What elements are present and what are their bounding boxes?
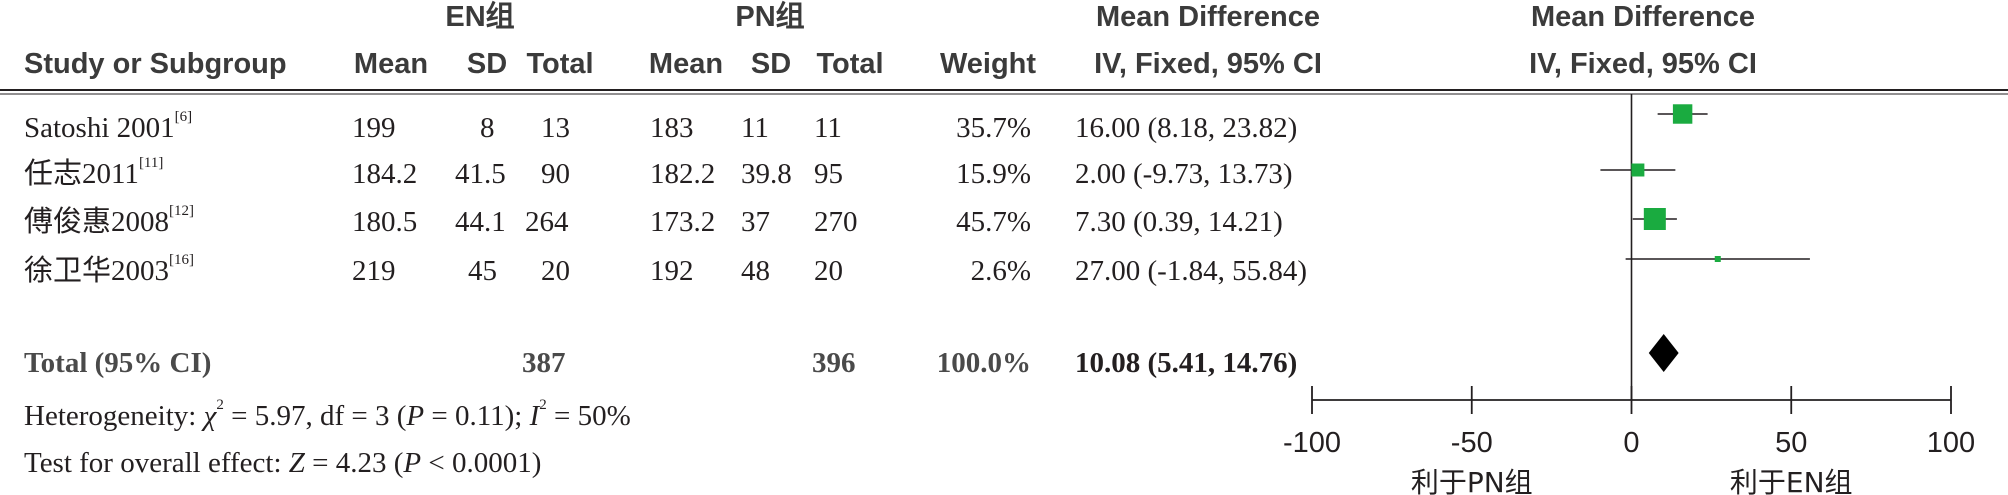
ci-value: 2.00 (-9.73, 13.73) — [1075, 158, 1293, 190]
weight-value: 45.7% — [956, 206, 1031, 238]
pn-mean-value: 192 — [650, 255, 694, 287]
weight-value: 35.7% — [956, 112, 1031, 144]
md-title-table: Mean Difference — [1095, 1, 1321, 33]
ci-value: 16.00 (8.18, 23.82) — [1075, 112, 1298, 144]
en-sd-value: 44.1 — [455, 206, 506, 238]
pn-mean-value: 173.2 — [650, 206, 716, 238]
pooled-diamond — [1648, 334, 1679, 372]
x-tick-label: 0 — [1623, 427, 1639, 459]
total-pn-count: 396 — [812, 347, 856, 379]
pn-total-header: Total — [816, 48, 884, 80]
ci-header: IV, Fixed, 95% CI — [1094, 48, 1322, 80]
total-weight: 100.0% — [936, 347, 1031, 379]
study-reference: [11] — [138, 155, 164, 171]
total-label: Total (95% CI) — [24, 347, 212, 379]
en-mean-value: 180.5 — [352, 206, 418, 238]
ci-value: 27.00 (-1.84, 55.84) — [1075, 255, 1307, 287]
weight-value: 15.9% — [956, 158, 1031, 190]
study-name: 任志2011[11] — [24, 155, 164, 190]
pn-sd-value: 48 — [741, 255, 770, 287]
en-sd-header: SD — [466, 48, 508, 80]
plot-ci-header: IV, Fixed, 95% CI — [1529, 48, 1757, 80]
study-reference: [12] — [169, 203, 195, 219]
en-sd-value: 8 — [480, 112, 495, 144]
en-mean-value: 199 — [352, 112, 396, 144]
pn-mean-value: 183 — [650, 112, 694, 144]
en-mean-value: 219 — [352, 255, 396, 287]
study-name: 徐卫华2003[16] — [24, 252, 195, 287]
favours-pn-label: 利于PN组 — [1411, 466, 1533, 495]
x-tick-label: -50 — [1451, 427, 1493, 459]
x-tick-label: -100 — [1283, 427, 1341, 459]
total-en-count: 387 — [522, 347, 566, 379]
en-total-value: 13 — [541, 112, 570, 144]
en-mean-value: 184.2 — [352, 158, 418, 190]
overall-effect-text: Test for overall effect: Z = 4.23 (P < 0… — [24, 447, 542, 479]
x-tick-label: 50 — [1775, 427, 1807, 459]
pn-sd-value: 11 — [741, 112, 769, 144]
ci-value: 7.30 (0.39, 14.21) — [1075, 206, 1283, 238]
study-effect-square — [1672, 104, 1693, 124]
pn-mean-header: Mean — [648, 48, 724, 80]
pn-total-value: 11 — [814, 112, 842, 144]
pn-sd-value: 37 — [741, 206, 770, 238]
md-title-plot: Mean Difference — [1530, 1, 1756, 33]
weight-value: 2.6% — [970, 255, 1031, 287]
en-total-value: 90 — [541, 158, 570, 190]
total-ci: 10.08 (5.41, 14.76) — [1075, 347, 1298, 379]
en-mean-header: Mean — [353, 48, 429, 80]
pn-mean-value: 182.2 — [650, 158, 716, 190]
weight-header: Weight — [939, 48, 1037, 80]
pn-sd-value: 39.8 — [741, 158, 792, 190]
en-total-header: Total — [526, 48, 594, 80]
pn-sd-header: SD — [750, 48, 792, 80]
heterogeneity-text: Heterogeneity: χ2 = 5.97, df = 3 (P = 0.… — [24, 397, 631, 432]
en-sd-value: 41.5 — [455, 158, 506, 190]
x-tick-label: 100 — [1927, 427, 1975, 459]
study-column-header: Study or Subgroup — [24, 48, 287, 80]
pn-group-header: PN组 — [735, 1, 805, 33]
pn-total-value: 270 — [814, 206, 858, 238]
study-reference: [16] — [169, 252, 195, 268]
study-name: Satoshi 2001[6] — [24, 109, 193, 144]
en-total-value: 20 — [541, 255, 570, 287]
en-group-header: EN组 — [445, 1, 515, 33]
pn-total-value: 20 — [814, 255, 843, 287]
study-effect-square — [1631, 163, 1645, 177]
study-name: 傅俊惠2008[12] — [24, 203, 195, 238]
pn-total-value: 95 — [814, 158, 843, 190]
study-reference: [6] — [174, 109, 193, 125]
en-sd-value: 45 — [468, 255, 497, 287]
favours-en-label: 利于EN组 — [1730, 466, 1853, 495]
study-effect-square — [1643, 208, 1666, 230]
en-total-value: 264 — [525, 206, 569, 238]
study-effect-square — [1714, 256, 1721, 262]
